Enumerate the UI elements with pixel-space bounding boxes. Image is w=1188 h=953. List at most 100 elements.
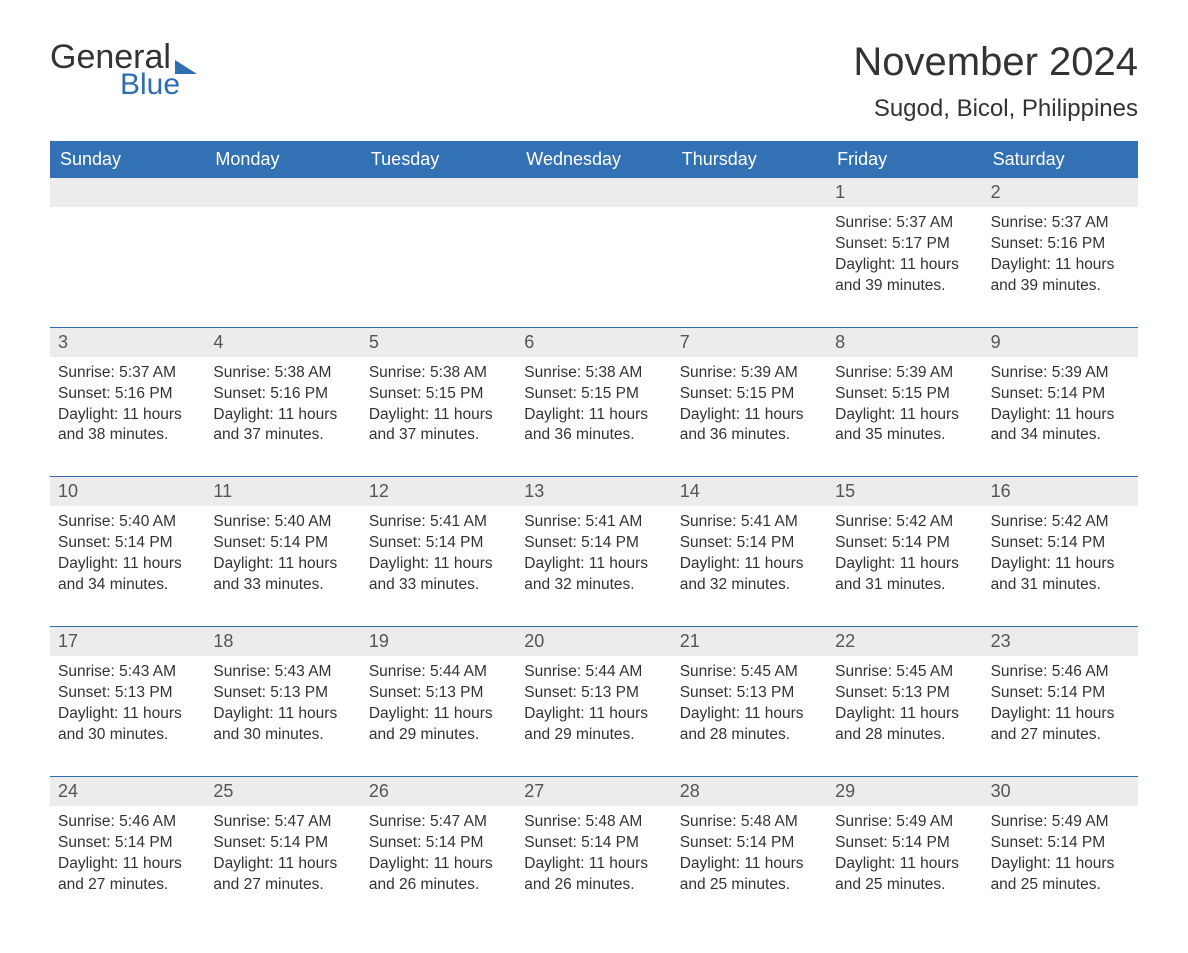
day-d1: Daylight: 11 hours xyxy=(524,704,663,725)
day-cell: Sunrise: 5:38 AMSunset: 5:16 PMDaylight:… xyxy=(205,357,360,465)
day-number: 30 xyxy=(983,777,1138,806)
day-cell: Sunrise: 5:45 AMSunset: 5:13 PMDaylight:… xyxy=(827,656,982,764)
daynum-row: 3456789 xyxy=(50,328,1138,357)
day-d1: Daylight: 11 hours xyxy=(991,854,1130,875)
day-cell xyxy=(672,207,827,315)
day-ss: Sunset: 5:16 PM xyxy=(991,234,1130,255)
day-ss: Sunset: 5:14 PM xyxy=(680,833,819,854)
day-cell: Sunrise: 5:41 AMSunset: 5:14 PMDaylight:… xyxy=(516,506,671,614)
day-ss: Sunset: 5:14 PM xyxy=(58,833,197,854)
day-cell: Sunrise: 5:47 AMSunset: 5:14 PMDaylight:… xyxy=(361,806,516,914)
day-d2: and 34 minutes. xyxy=(58,575,197,596)
day-ss: Sunset: 5:14 PM xyxy=(213,533,352,554)
day-cell xyxy=(50,207,205,315)
weeks-container: 12Sunrise: 5:37 AMSunset: 5:17 PMDayligh… xyxy=(50,178,1138,913)
day-d2: and 28 minutes. xyxy=(835,725,974,746)
day-sr: Sunrise: 5:43 AM xyxy=(213,662,352,683)
day-d1: Daylight: 11 hours xyxy=(524,405,663,426)
day-number xyxy=(50,178,205,207)
day-d2: and 30 minutes. xyxy=(213,725,352,746)
day-d1: Daylight: 11 hours xyxy=(213,405,352,426)
day-ss: Sunset: 5:14 PM xyxy=(835,533,974,554)
day-number: 29 xyxy=(827,777,982,806)
day-cell xyxy=(205,207,360,315)
day-number: 27 xyxy=(516,777,671,806)
day-d2: and 39 minutes. xyxy=(991,276,1130,297)
header: General Blue November 2024 Sugod, Bicol,… xyxy=(50,40,1138,123)
title-block: November 2024 Sugod, Bicol, Philippines xyxy=(853,40,1138,123)
day-cell: Sunrise: 5:37 AMSunset: 5:16 PMDaylight:… xyxy=(983,207,1138,315)
day-number: 1 xyxy=(827,178,982,207)
day-number: 3 xyxy=(50,328,205,357)
day-d2: and 31 minutes. xyxy=(835,575,974,596)
day-cell: Sunrise: 5:37 AMSunset: 5:17 PMDaylight:… xyxy=(827,207,982,315)
day-ss: Sunset: 5:13 PM xyxy=(58,683,197,704)
day-sr: Sunrise: 5:49 AM xyxy=(835,812,974,833)
day-sr: Sunrise: 5:46 AM xyxy=(58,812,197,833)
daynum-row: 12 xyxy=(50,178,1138,207)
day-sr: Sunrise: 5:40 AM xyxy=(58,512,197,533)
day-sr: Sunrise: 5:42 AM xyxy=(835,512,974,533)
dayname-wednesday: Wednesday xyxy=(516,141,671,178)
day-d1: Daylight: 11 hours xyxy=(991,554,1130,575)
day-sr: Sunrise: 5:39 AM xyxy=(680,363,819,384)
day-number: 13 xyxy=(516,477,671,506)
dayname-tuesday: Tuesday xyxy=(361,141,516,178)
day-cell: Sunrise: 5:38 AMSunset: 5:15 PMDaylight:… xyxy=(516,357,671,465)
day-number: 14 xyxy=(672,477,827,506)
day-d1: Daylight: 11 hours xyxy=(369,854,508,875)
day-sr: Sunrise: 5:38 AM xyxy=(369,363,508,384)
day-d2: and 35 minutes. xyxy=(835,425,974,446)
day-number: 7 xyxy=(672,328,827,357)
logo: General Blue xyxy=(50,40,197,102)
day-d2: and 25 minutes. xyxy=(835,875,974,896)
day-sr: Sunrise: 5:47 AM xyxy=(369,812,508,833)
day-cell: Sunrise: 5:42 AMSunset: 5:14 PMDaylight:… xyxy=(983,506,1138,614)
day-number: 10 xyxy=(50,477,205,506)
day-d2: and 32 minutes. xyxy=(680,575,819,596)
day-d2: and 25 minutes. xyxy=(680,875,819,896)
day-ss: Sunset: 5:14 PM xyxy=(58,533,197,554)
day-d2: and 36 minutes. xyxy=(680,425,819,446)
day-number: 25 xyxy=(205,777,360,806)
daynum-row: 17181920212223 xyxy=(50,627,1138,656)
day-d2: and 37 minutes. xyxy=(369,425,508,446)
day-d1: Daylight: 11 hours xyxy=(680,704,819,725)
day-cell: Sunrise: 5:46 AMSunset: 5:14 PMDaylight:… xyxy=(50,806,205,914)
day-sr: Sunrise: 5:43 AM xyxy=(58,662,197,683)
day-ss: Sunset: 5:14 PM xyxy=(524,533,663,554)
day-sr: Sunrise: 5:37 AM xyxy=(58,363,197,384)
day-d2: and 26 minutes. xyxy=(369,875,508,896)
day-number xyxy=(205,178,360,207)
day-cell: Sunrise: 5:48 AMSunset: 5:14 PMDaylight:… xyxy=(672,806,827,914)
day-d2: and 27 minutes. xyxy=(991,725,1130,746)
day-cell: Sunrise: 5:45 AMSunset: 5:13 PMDaylight:… xyxy=(672,656,827,764)
day-ss: Sunset: 5:13 PM xyxy=(213,683,352,704)
day-ss: Sunset: 5:14 PM xyxy=(524,833,663,854)
day-d1: Daylight: 11 hours xyxy=(991,255,1130,276)
day-number: 4 xyxy=(205,328,360,357)
day-sr: Sunrise: 5:44 AM xyxy=(524,662,663,683)
day-number: 23 xyxy=(983,627,1138,656)
day-d2: and 29 minutes. xyxy=(369,725,508,746)
day-cell: Sunrise: 5:40 AMSunset: 5:14 PMDaylight:… xyxy=(205,506,360,614)
day-ss: Sunset: 5:13 PM xyxy=(369,683,508,704)
day-cell: Sunrise: 5:49 AMSunset: 5:14 PMDaylight:… xyxy=(827,806,982,914)
day-d1: Daylight: 11 hours xyxy=(369,704,508,725)
day-cell: Sunrise: 5:39 AMSunset: 5:15 PMDaylight:… xyxy=(827,357,982,465)
day-sr: Sunrise: 5:48 AM xyxy=(680,812,819,833)
day-number: 19 xyxy=(361,627,516,656)
day-ss: Sunset: 5:13 PM xyxy=(835,683,974,704)
day-number: 9 xyxy=(983,328,1138,357)
day-sr: Sunrise: 5:47 AM xyxy=(213,812,352,833)
day-ss: Sunset: 5:16 PM xyxy=(58,384,197,405)
day-number: 2 xyxy=(983,178,1138,207)
day-d1: Daylight: 11 hours xyxy=(835,854,974,875)
day-cell: Sunrise: 5:41 AMSunset: 5:14 PMDaylight:… xyxy=(361,506,516,614)
day-sr: Sunrise: 5:46 AM xyxy=(991,662,1130,683)
day-number xyxy=(361,178,516,207)
day-sr: Sunrise: 5:41 AM xyxy=(369,512,508,533)
day-d1: Daylight: 11 hours xyxy=(991,405,1130,426)
day-ss: Sunset: 5:15 PM xyxy=(835,384,974,405)
day-d2: and 27 minutes. xyxy=(213,875,352,896)
